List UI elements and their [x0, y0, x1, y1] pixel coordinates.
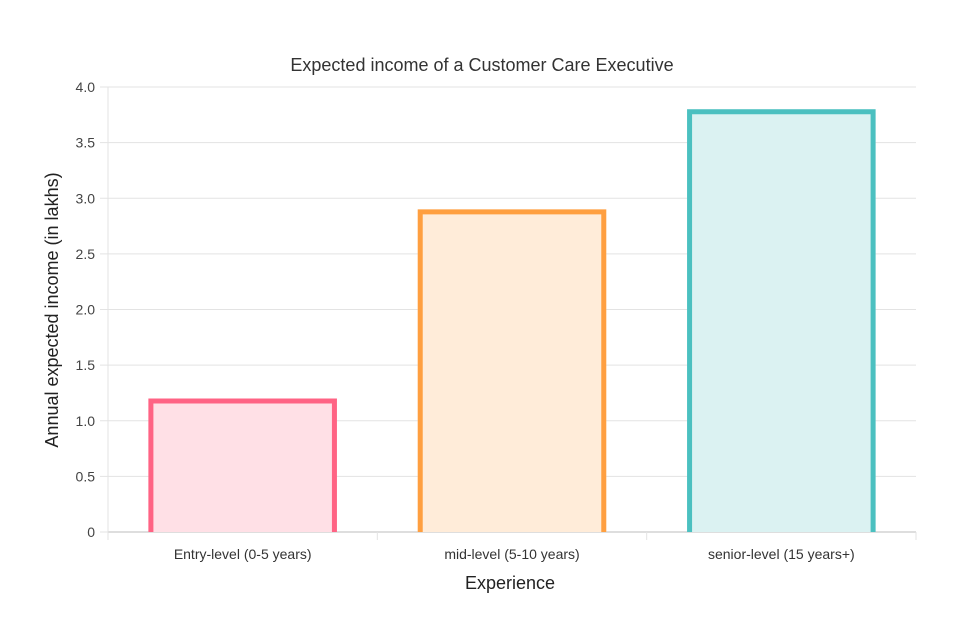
y-tick-label: 3.5 — [76, 135, 96, 151]
bar-2 — [687, 109, 876, 532]
bar-0-fill — [148, 398, 337, 532]
y-tick-label: 0 — [87, 524, 95, 540]
y-tick-label: 3.0 — [76, 190, 96, 206]
bar-1-fill — [417, 209, 607, 532]
bar-0 — [148, 398, 337, 532]
bars — [148, 109, 876, 532]
bar-1 — [417, 209, 607, 532]
y-tick-label: 2.0 — [76, 302, 96, 318]
y-tick-label: 1.5 — [76, 357, 96, 373]
x-axis-title: Experience — [465, 573, 555, 593]
x-axis-ticks: Entry-level (0-5 years) mid-level (5-10 y… — [107, 532, 917, 562]
y-tick-label: 2.5 — [76, 246, 96, 262]
y-axis-title: Annual expected income (in lakhs) — [42, 172, 62, 447]
chart-title: Expected income of a Customer Care Execu… — [290, 55, 673, 75]
x-tick-label: Entry-level (0-5 years) — [174, 546, 312, 562]
y-tick-label: 0.5 — [76, 468, 96, 484]
x-tick-label: mid-level (5-10 years) — [444, 546, 579, 562]
x-tick-label: senior-level (15 years+) — [708, 546, 855, 562]
bar-2-fill — [687, 109, 876, 532]
y-tick-label: 1.0 — [76, 413, 96, 429]
y-tick-label: 4.0 — [76, 79, 96, 95]
y-axis-ticks: 0 0.5 1.0 1.5 2.0 2.5 3.0 3.5 4.0 — [76, 79, 96, 540]
